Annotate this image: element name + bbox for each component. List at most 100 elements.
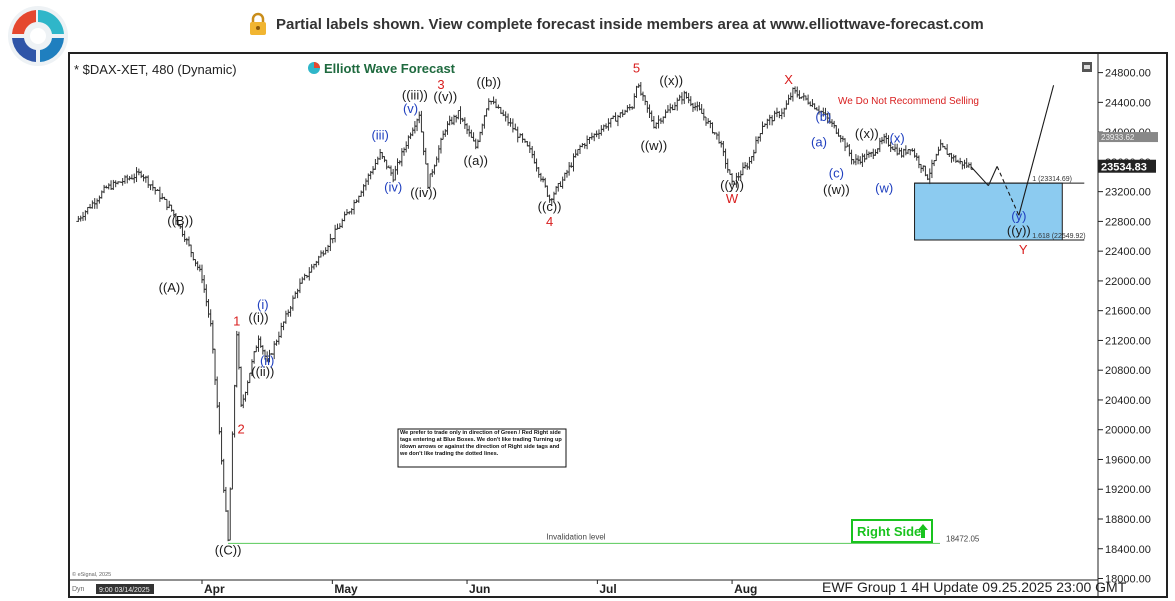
ohlc-bar xyxy=(234,330,239,388)
last-price-badge-text: 23534.83 xyxy=(1101,162,1147,174)
ohlc-bar xyxy=(226,510,231,542)
ohlc-bar xyxy=(675,97,680,111)
wave-label: ((y)) xyxy=(1007,223,1031,238)
projection-path xyxy=(970,85,1055,216)
ohlc-bar xyxy=(359,190,364,197)
ohlc-bar xyxy=(228,487,233,541)
ohlc-bar xyxy=(760,121,765,135)
wave-label: (x) xyxy=(890,131,905,146)
ohlc-bar xyxy=(916,155,921,169)
ohlc-bar xyxy=(725,158,730,173)
ohlc-bar xyxy=(882,133,887,144)
ohlc-bar xyxy=(215,376,220,409)
trade-note-text: We prefer to trade only in direction of … xyxy=(400,430,562,457)
ohlc-bar xyxy=(567,162,572,176)
ohlc-bar xyxy=(663,109,668,119)
ohlc-bar xyxy=(184,237,189,245)
wave-label: ((w)) xyxy=(823,182,850,197)
ohlc-bar xyxy=(494,98,498,109)
ohlc-bar xyxy=(256,335,261,352)
ohlc-bar xyxy=(832,120,837,129)
ohlc-bar xyxy=(423,147,428,165)
ohlc-bar xyxy=(801,92,806,101)
ohlc-bar xyxy=(410,127,415,137)
chart-title: * $DAX-XET, 480 (Dynamic) xyxy=(74,62,237,77)
wave-label: 1 xyxy=(233,314,240,329)
wave-label: ((b)) xyxy=(476,75,501,90)
ohlc-bar xyxy=(239,366,244,407)
ohlc-bar xyxy=(475,139,480,149)
x-tick-label: May xyxy=(334,582,358,596)
wave-label: 3 xyxy=(437,77,444,92)
ohlc-bar xyxy=(321,250,326,257)
projection-segment xyxy=(996,166,1020,216)
ewf-logo-icon xyxy=(8,6,68,66)
ohlc-bar xyxy=(389,165,393,176)
wave-label: ((B)) xyxy=(167,213,193,228)
ohlc-bar xyxy=(243,391,248,402)
ohlc-bar xyxy=(643,95,648,106)
wave-label: ((a)) xyxy=(463,153,488,168)
ohlc-bar xyxy=(217,402,222,435)
wave-label: ((ii)) xyxy=(251,364,274,379)
ohlc-bar xyxy=(430,169,435,178)
ohlc-bar xyxy=(384,159,389,170)
ohlc-bar xyxy=(132,173,137,184)
banner-text: Partial labels shown. View complete fore… xyxy=(276,15,984,33)
wave-label: ((w)) xyxy=(641,138,668,153)
invalidation-value: 18472.05 xyxy=(946,534,980,543)
ohlc-bar xyxy=(623,109,628,115)
x-tick-label: Apr xyxy=(204,582,225,596)
y-tick-label: 21200.00 xyxy=(1105,335,1151,347)
ohlc-bar xyxy=(241,394,246,409)
ohlc-bar xyxy=(604,123,609,130)
ohlc-bar xyxy=(330,238,335,244)
ohlc-bar xyxy=(786,94,791,105)
ohlc-bar xyxy=(860,153,865,167)
ohlc-bar xyxy=(620,109,625,118)
ohlc-bar xyxy=(634,85,639,98)
ohlc-bar xyxy=(520,133,525,143)
secondary-price-badge-text: 23933.62 xyxy=(1101,133,1135,142)
brand-dot-accent xyxy=(314,62,320,68)
ohlc-bar xyxy=(530,146,535,159)
ohlc-bar xyxy=(160,193,165,200)
wave-label: ((C)) xyxy=(215,543,242,558)
projection-segment xyxy=(987,166,998,186)
ohlc-bar xyxy=(286,309,291,317)
ohlc-bar xyxy=(777,111,782,119)
ohlc-bar xyxy=(95,198,100,209)
ohlc-bar xyxy=(462,117,467,129)
ohlc-bar xyxy=(232,384,237,438)
ohlc-bar xyxy=(951,154,956,162)
ohlc-bar xyxy=(710,122,715,134)
ohlc-bar xyxy=(927,168,932,185)
ohlc-bar xyxy=(195,261,200,271)
ohlc-bar xyxy=(399,148,404,167)
ohlc-bar xyxy=(945,144,950,155)
ohlc-bar xyxy=(111,179,116,190)
ohlc-bar xyxy=(393,165,398,181)
ohlc-bar xyxy=(252,351,257,364)
ohlc-bar xyxy=(274,339,279,346)
ohlc-bar xyxy=(510,118,515,133)
ohlc-bar xyxy=(150,180,155,191)
ohlc-bar xyxy=(302,273,307,281)
ohlc-bar xyxy=(910,148,915,152)
x-tick-labels: Apr May Jun Jul Aug xyxy=(201,580,757,596)
wave-label: ((x)) xyxy=(659,73,683,88)
ohlc-bar xyxy=(297,278,302,294)
ohlc-bar xyxy=(415,118,420,132)
ohlc-bar xyxy=(496,104,501,109)
y-tick-label: 20400.00 xyxy=(1105,395,1151,407)
invalidation-label: Invalidation level xyxy=(546,532,605,541)
wave-label: (ii) xyxy=(260,353,274,368)
ohlc-bar xyxy=(536,166,541,178)
ohlc-bar xyxy=(701,108,706,121)
ohlc-bar xyxy=(344,209,349,216)
y-tick-label: 20800.00 xyxy=(1105,365,1151,377)
ohlc-bar xyxy=(753,136,758,154)
ohlc-bar xyxy=(328,233,333,252)
ohlc-bar xyxy=(90,200,95,209)
ohlc-bar xyxy=(571,153,576,172)
